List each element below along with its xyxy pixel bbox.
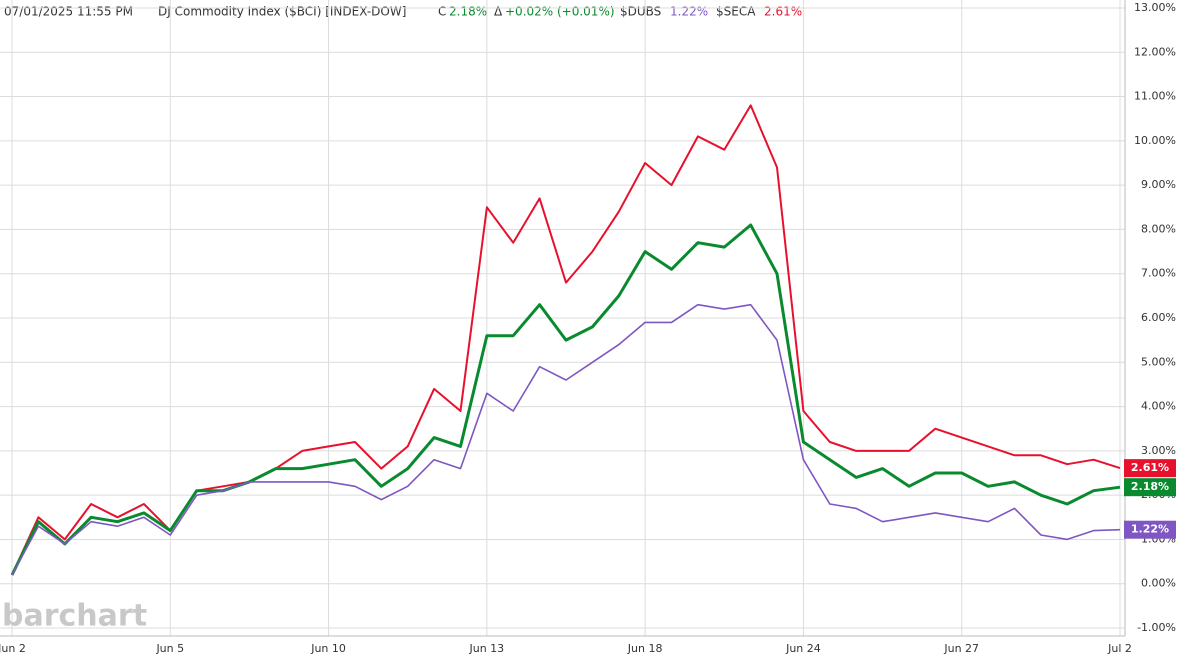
x-tick-label: Jun 27 <box>943 642 979 655</box>
x-tick-label: Jun 2 <box>0 642 26 655</box>
last-value-tag: 2.61% <box>1124 459 1176 478</box>
y-tick-label: 13.00% <box>1134 1 1176 14</box>
y-tick-label: 4.00% <box>1141 400 1176 413</box>
header-datetime: 07/01/2025 11:55 PM <box>4 5 133 19</box>
tag-label: 1.22% <box>1131 523 1169 536</box>
header-compare2-value: 2.61% <box>764 5 802 19</box>
y-tick-label: 6.00% <box>1141 311 1176 324</box>
header-compare1: $DUBS <box>620 5 661 19</box>
y-tick-label: 5.00% <box>1141 355 1176 368</box>
header-close-prefix: C <box>438 5 446 19</box>
y-tick-label: 8.00% <box>1141 222 1176 235</box>
watermark: barchart <box>2 599 147 634</box>
header-compare1-value: 1.22% <box>670 5 708 19</box>
y-tick-label: 7.00% <box>1141 267 1176 280</box>
y-tick-label: 11.00% <box>1134 90 1176 103</box>
tag-label: 2.61% <box>1131 461 1169 474</box>
tag-label: 2.18% <box>1131 480 1169 493</box>
x-tick-label: Jun 13 <box>469 642 505 655</box>
series-line <box>10 223 1121 576</box>
y-tick-label: 9.00% <box>1141 178 1176 191</box>
tag-bg <box>1124 520 1176 539</box>
last-value-tag: 2.18% <box>1124 478 1176 497</box>
x-tick-label: Jun 5 <box>155 642 184 655</box>
x-tick-label: Jun 24 <box>785 642 821 655</box>
y-tick-label: 3.00% <box>1141 444 1176 457</box>
header-delta: Δ <box>494 5 503 19</box>
header-change: +0.02% (+0.01%) <box>505 5 615 19</box>
last-value-tag: 1.22% <box>1124 520 1176 539</box>
y-tick-label: 0.00% <box>1141 577 1176 590</box>
series-line <box>11 303 1121 576</box>
y-tick-label: 10.00% <box>1134 134 1176 147</box>
y-tick-label: 12.00% <box>1134 45 1176 58</box>
header-close: 2.18% <box>449 5 487 19</box>
header-symbol: DJ Commodity Index ($BCI) [INDEX-DOW] <box>158 5 406 19</box>
x-tick-label: Jul 2 <box>1107 642 1132 655</box>
tag-bg <box>1124 459 1176 478</box>
y-tick-label: -1.00% <box>1137 621 1176 634</box>
x-tick-label: Jun 10 <box>310 642 346 655</box>
x-tick-label: Jun 18 <box>627 642 663 655</box>
header-compare2: $SECA <box>716 5 756 19</box>
tag-bg <box>1124 478 1176 497</box>
